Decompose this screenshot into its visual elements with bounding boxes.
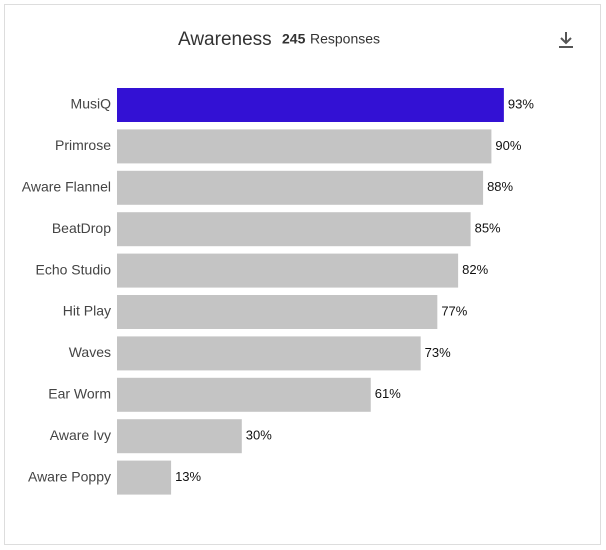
category-label: BeatDrop (52, 220, 111, 236)
bar (117, 419, 242, 454)
response-label: Responses (310, 31, 380, 47)
bar (117, 295, 438, 329)
bar (117, 377, 371, 412)
bar (117, 212, 471, 247)
value-label: 30% (246, 428, 272, 443)
category-label: Primrose (55, 137, 111, 153)
chart-title: Awareness (178, 29, 272, 50)
bar (117, 88, 504, 122)
category-label: Waves (69, 344, 111, 360)
bar (117, 460, 172, 495)
value-label: 88% (487, 179, 513, 194)
bar (117, 129, 492, 164)
response-count: 245 (282, 31, 306, 47)
bar (117, 170, 484, 205)
category-label: Hit Play (63, 303, 111, 319)
value-label: 77% (441, 303, 467, 318)
value-label: 13% (175, 469, 201, 484)
bar (117, 253, 459, 288)
value-label: 85% (475, 221, 501, 236)
value-label: 93% (508, 96, 534, 111)
category-label: MusiQ (71, 96, 112, 112)
bar (117, 336, 421, 371)
value-label: 90% (495, 138, 521, 153)
category-label: Aware Ivy (50, 427, 111, 443)
value-label: 82% (462, 262, 488, 277)
category-label: Ear Worm (48, 386, 111, 402)
value-label: 73% (425, 345, 451, 360)
value-label: 61% (375, 386, 401, 401)
category-label: Aware Flannel (22, 179, 111, 195)
category-label: Echo Studio (36, 261, 112, 277)
download-button[interactable] (559, 32, 573, 48)
category-label: Aware Poppy (28, 468, 111, 484)
